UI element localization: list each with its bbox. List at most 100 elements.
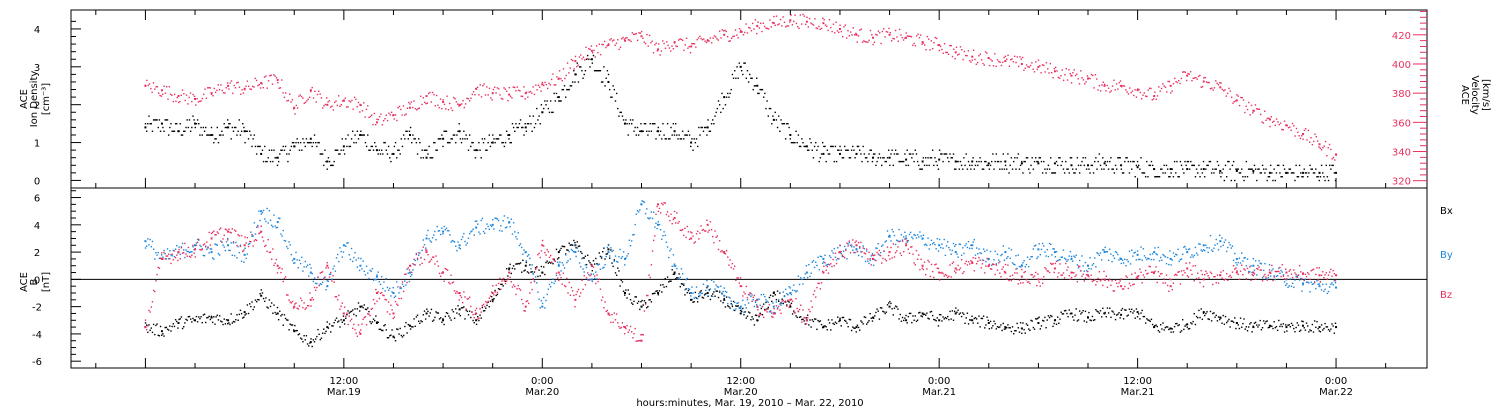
data-point (342, 145, 345, 148)
data-point (451, 309, 453, 311)
data-point (663, 134, 665, 136)
data-point (402, 290, 405, 293)
data-point (422, 314, 425, 316)
data-point (979, 157, 981, 159)
data-point (673, 271, 676, 274)
data-point (1128, 250, 1131, 252)
data-point (402, 334, 405, 337)
data-point (589, 66, 591, 68)
data-point (450, 107, 452, 109)
data-point (1126, 91, 1128, 93)
data-point (414, 107, 417, 110)
data-point (672, 48, 675, 50)
data-point (480, 219, 482, 222)
data-point (955, 307, 957, 309)
data-point (159, 325, 162, 328)
data-point (1074, 172, 1076, 174)
data-point (1143, 255, 1146, 257)
data-point (311, 145, 313, 148)
data-point (705, 293, 707, 295)
data-point (335, 317, 338, 319)
data-point (380, 113, 382, 115)
data-point (151, 130, 154, 132)
data-point (557, 264, 560, 267)
data-point (541, 111, 544, 114)
data-point (1322, 147, 1324, 149)
data-point (423, 243, 426, 246)
data-point (590, 58, 592, 61)
data-point (429, 240, 431, 242)
data-point (655, 290, 657, 292)
data-point (938, 238, 941, 241)
data-point (213, 316, 215, 318)
data-point (967, 323, 970, 325)
data-point (1235, 168, 1237, 170)
data-point (658, 207, 661, 210)
data-point (1267, 117, 1270, 119)
data-point (953, 245, 956, 247)
data-point (1276, 329, 1279, 332)
data-point (165, 119, 168, 121)
data-point (691, 138, 693, 140)
data-point (1133, 310, 1135, 312)
data-point (657, 203, 660, 206)
data-point (248, 240, 251, 243)
data-point (463, 291, 465, 293)
data-point (201, 248, 203, 251)
data-point (635, 296, 638, 298)
data-point (1008, 65, 1011, 67)
data-point (815, 27, 817, 29)
data-point (874, 153, 876, 155)
data-point (296, 329, 298, 332)
data-point (1305, 281, 1308, 283)
data-point (772, 305, 775, 308)
ytick-label: 2 (34, 248, 40, 259)
data-point (464, 103, 467, 105)
data-point (604, 301, 606, 303)
data-point (254, 238, 257, 241)
data-point (893, 38, 895, 40)
data-point (1219, 81, 1221, 84)
data-point (1070, 164, 1073, 167)
data-point (852, 249, 854, 251)
data-point (1183, 172, 1185, 174)
data-point (416, 153, 419, 155)
data-point (309, 263, 311, 266)
data-point (1311, 283, 1314, 286)
data-point (214, 323, 216, 325)
data-point (326, 97, 328, 99)
data-point (1031, 62, 1033, 64)
data-point (1304, 329, 1307, 331)
data-point (344, 97, 346, 99)
data-point (1318, 171, 1321, 174)
data-point (1192, 77, 1194, 80)
data-point (475, 312, 478, 315)
data-point (687, 47, 689, 49)
data-point (590, 263, 592, 266)
data-point (817, 145, 819, 148)
data-point (438, 318, 441, 320)
data-point (690, 237, 693, 240)
data-point (606, 246, 609, 249)
data-point (203, 243, 206, 245)
data-point (706, 279, 708, 282)
data-point (327, 101, 329, 103)
data-point (580, 292, 582, 294)
data-point (1010, 330, 1013, 333)
data-point (706, 223, 709, 226)
data-point (161, 334, 163, 336)
data-point (937, 325, 940, 327)
data-point (591, 62, 594, 64)
data-point (309, 341, 312, 344)
data-point (1103, 83, 1106, 86)
data-point (1254, 260, 1257, 262)
data-point (391, 329, 393, 331)
data-point (723, 251, 726, 254)
data-point (253, 240, 256, 242)
data-point (574, 298, 577, 301)
data-point (206, 134, 208, 136)
data-point (1201, 250, 1204, 252)
data-point (945, 317, 948, 320)
data-point (816, 149, 818, 151)
data-point (1235, 262, 1237, 264)
